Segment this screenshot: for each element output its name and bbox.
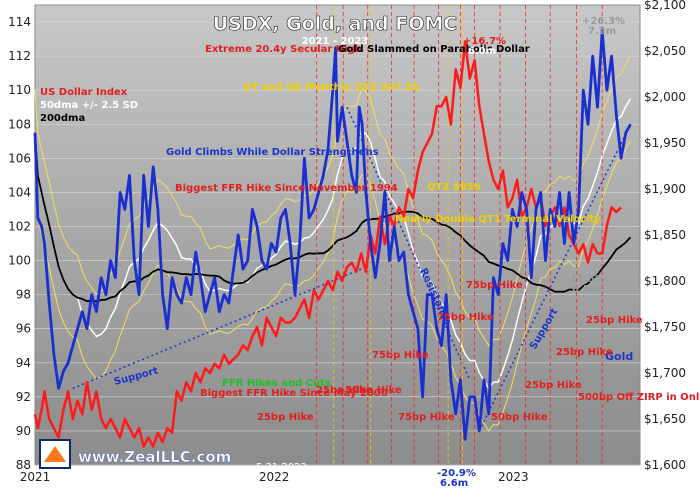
ann-biggest-hike-1994: Biggest FFR Hike Since November 1994	[175, 183, 398, 194]
ann-pct-down2: -11.5%	[566, 274, 605, 285]
left-tick-label: 94	[16, 356, 31, 370]
hike-50-b: 50bp Hike	[491, 412, 548, 423]
right-tick-label: $2,050	[644, 44, 686, 58]
legend-usdx: US Dollar Index	[40, 87, 128, 98]
right-tick-label: $1,600	[644, 458, 686, 472]
x-tick-label: 2022	[259, 470, 290, 484]
ann-extreme-high-1: Extreme 20.4y Secular High	[205, 44, 362, 55]
ann-pct-down2-time: 6.5m	[572, 284, 600, 295]
ann-pct-up: +16.7%	[463, 36, 506, 47]
hike-75-a: 75bp Hike	[372, 350, 429, 361]
hike-25-a: 25bp Hike	[316, 385, 373, 396]
usdx-50dma	[34, 98, 632, 390]
right-tick-label: $1,900	[644, 182, 686, 196]
legend-bands: 50dma +/- 2.5 SD	[40, 100, 138, 111]
ann-nearly-double: Nearly Double QT1 Terminal Velocity	[395, 214, 601, 225]
legend-200dma: 200dma	[40, 113, 85, 124]
logo	[39, 439, 71, 469]
x-tick-label: 2023	[498, 470, 529, 484]
ann-gold-climbs: Gold Climbs While Dollar Strengthens	[166, 147, 379, 158]
hike-25-c: 25bp Hike	[556, 347, 613, 358]
ann-gold-slammed: Gold Slammed on Parabolic Dollar	[338, 44, 530, 55]
website-label[interactable]: www.ZealLLC.com	[78, 448, 232, 466]
left-tick-label: 112	[8, 49, 31, 63]
usdx-200dma	[34, 132, 632, 303]
x-tick-label: 2021	[20, 470, 51, 484]
left-axis-ticks: 88 90 92 94 96 98 100 102 104 106 108 110 112 114	[8, 15, 31, 472]
right-tick-label: $2,100	[644, 0, 686, 12]
right-tick-label: $1,950	[644, 136, 686, 150]
left-tick-label: 108	[8, 117, 31, 131]
left-tick-label: 92	[16, 390, 31, 404]
series-usdx	[33, 29, 632, 441]
left-tick-label: 98	[16, 288, 31, 302]
ann-pct-up-time: 6.0m	[468, 46, 496, 57]
hike-75-c: 75bp Hike	[437, 312, 494, 323]
ann-pct-up2: +26.3%	[582, 16, 625, 27]
series	[33, 29, 632, 448]
right-axis-ticks: $1,600 $1,650 $1,700 $1,750 $1,800 $1,850 $1,9…	[644, 0, 686, 472]
legend-gold: Gold	[605, 350, 633, 363]
ann-pct-up2-time: 7.2m	[588, 26, 616, 37]
support-line-2	[478, 123, 632, 432]
right-tick-label: $1,850	[644, 228, 686, 242]
ann-qt2-95: QT2 $95b	[427, 182, 481, 193]
right-tick-label: $2,000	[644, 90, 686, 104]
ann-pct-down-time: 6.6m	[440, 478, 468, 489]
left-tick-label: 102	[8, 219, 31, 233]
ann-ffr-hikes-cuts: FFR Hikes and Cuts	[222, 378, 331, 389]
hike-25-b: 25bp Hike	[525, 380, 582, 391]
ann-qt-qe: QT and QE Monthly	[243, 82, 351, 93]
hike-75-b: 75bp Hike	[398, 412, 455, 423]
left-tick-label: 114	[8, 15, 31, 29]
right-tick-label: $1,650	[644, 412, 686, 426]
chart-subtitle: 2021 - 2023	[302, 36, 369, 47]
left-tick-label: 96	[16, 322, 31, 336]
right-tick-label: $1,800	[644, 274, 686, 288]
left-tick-label: 90	[16, 424, 31, 438]
moving-averages	[34, 55, 632, 432]
x-axis-ticks: 2021 2022 2023	[20, 470, 529, 484]
left-tick-label: 100	[8, 254, 31, 268]
gridlines	[35, 21, 640, 466]
chart-title: USDX, Gold, and FOMC	[213, 13, 458, 35]
left-tick-label: 104	[8, 185, 31, 199]
hike-50-a: 50bp Hike	[345, 385, 402, 396]
ann-qt2-475: QT2 $47.5b	[355, 82, 420, 93]
right-tick-label: $1,700	[644, 366, 686, 380]
left-tick-label: 106	[8, 151, 31, 165]
hike-25-e: 25bp Hike	[257, 412, 314, 423]
left-tick-label: 110	[8, 83, 31, 97]
hike-75-d: 75bp Hike	[466, 280, 523, 291]
ann-biggest-hike-2000: Biggest FFR Hike Since May 2000	[200, 388, 388, 399]
right-tick-label: $1,750	[644, 320, 686, 334]
ann-pct-down: -20.9%	[437, 468, 476, 479]
usdx-lower-band	[34, 141, 631, 432]
ann-zero-off-zirp: 500bp Off ZIRP in Only 13.6m!	[578, 392, 700, 403]
support-line-1	[72, 268, 362, 390]
hike-25-d: 25bp Hike	[586, 315, 643, 326]
series-gold	[33, 40, 622, 448]
left-tick-label: 88	[16, 458, 31, 472]
date-stamp: 5.31.2023	[256, 462, 307, 473]
